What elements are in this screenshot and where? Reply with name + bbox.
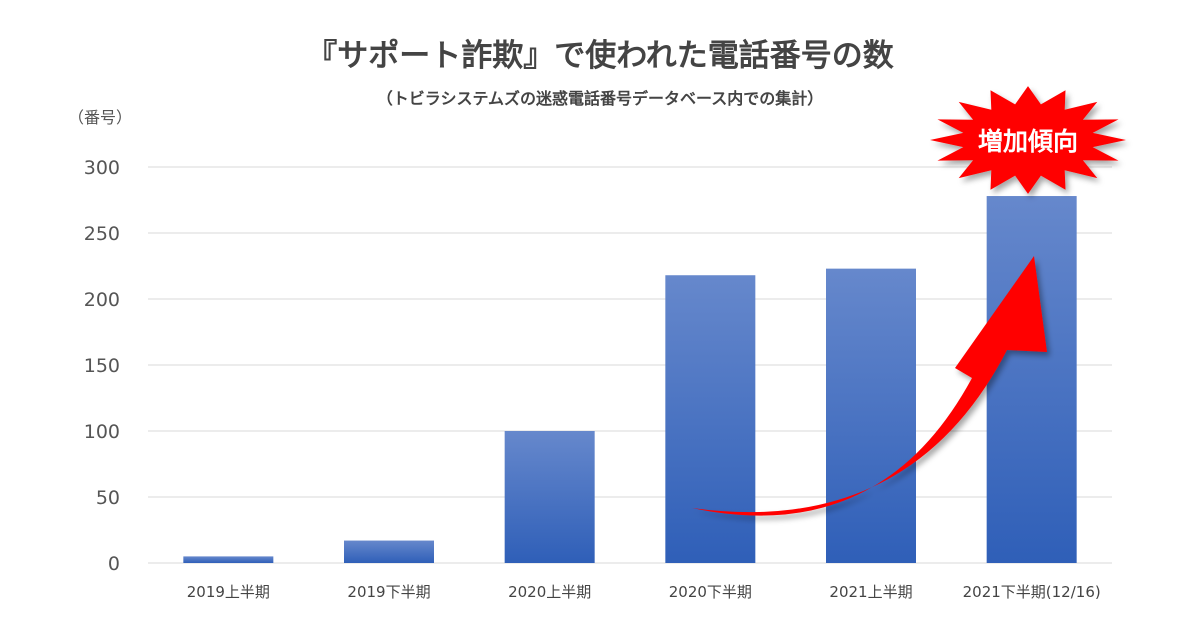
chart-title: 『サポート詐欺』で使われた電話番号の数 (306, 38, 893, 74)
y-tick-label: 100 (84, 421, 120, 443)
y-tick-label: 250 (84, 223, 120, 245)
x-axis-ticks: 2019上半期 2019下半期 2020上半期 2020下半期 2021上半期 2021下… (187, 583, 1101, 601)
trend-badge-label: 増加傾向 (978, 127, 1078, 156)
x-tick-label: 2021上半期 (829, 583, 912, 601)
y-axis-unit-label: （番号） (68, 108, 132, 127)
y-tick-label: 0 (108, 553, 120, 575)
y-axis-ticks: 0 50 100 150 200 250 300 (84, 157, 120, 575)
bar (826, 268, 916, 563)
bar (344, 540, 434, 563)
gridlines (148, 166, 1112, 564)
trend-arrow (692, 256, 1047, 516)
bar (504, 431, 595, 563)
chart-subtitle: （トビラシステムズの迷惑電話番号データベース内での集計） (377, 89, 823, 108)
bars (183, 196, 1077, 564)
x-tick-label: 2021下半期(12/16) (963, 583, 1101, 601)
x-tick-label: 2020上半期 (508, 583, 591, 601)
y-tick-label: 150 (84, 355, 120, 377)
x-tick-label: 2019上半期 (187, 583, 270, 601)
bar (986, 196, 1077, 564)
y-tick-label: 300 (84, 157, 120, 179)
burst-shape (930, 86, 1126, 194)
y-tick-label: 50 (96, 487, 120, 509)
bar (665, 275, 756, 563)
y-tick-label: 200 (84, 289, 120, 311)
bar (183, 556, 274, 563)
trend-badge: 増加傾向 (930, 86, 1126, 194)
x-tick-label: 2019下半期 (347, 583, 430, 601)
x-tick-label: 2020下半期 (669, 583, 752, 601)
